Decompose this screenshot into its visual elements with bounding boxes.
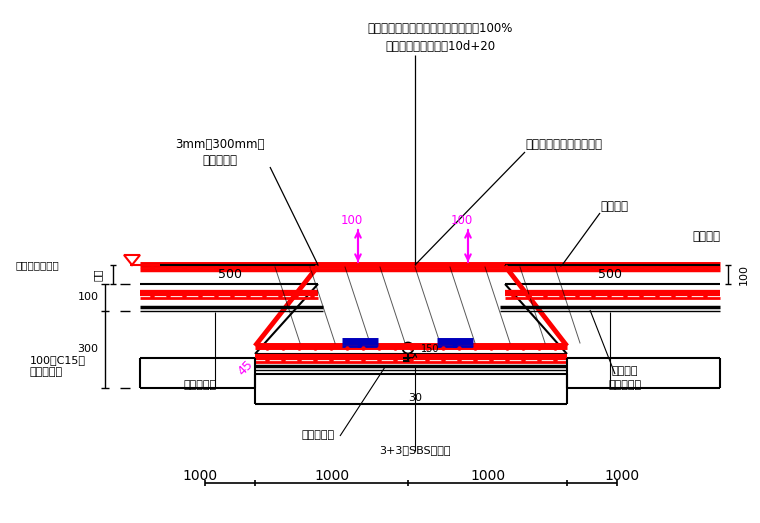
Text: 500: 500 [218, 268, 242, 281]
Text: 3+3层SBS防水层: 3+3层SBS防水层 [379, 445, 451, 455]
Text: 3mm厚300mm宽: 3mm厚300mm宽 [176, 138, 264, 151]
Text: 防水附加层: 防水附加层 [609, 380, 641, 390]
Text: 100: 100 [78, 292, 99, 302]
Text: 500: 500 [598, 268, 622, 281]
Text: 100厚C15素: 100厚C15素 [30, 355, 86, 365]
Text: 混凝土墅层: 混凝土墅层 [30, 367, 63, 377]
Text: 30: 30 [408, 393, 422, 403]
Text: 1000: 1000 [314, 469, 349, 483]
Text: 100: 100 [341, 214, 363, 228]
Text: 坡扫腐蠶: 坡扫腐蠶 [612, 366, 638, 376]
Text: 100: 100 [739, 264, 749, 285]
Text: 钉筋网片: 钉筋网片 [600, 200, 628, 213]
Text: 饰板止水片: 饰板止水片 [202, 154, 237, 167]
Text: 防水附加层: 防水附加层 [183, 380, 217, 390]
Text: 1000: 1000 [604, 469, 640, 483]
Text: 并加加强面焊接长度10d+20: 并加加强面焊接长度10d+20 [385, 40, 495, 53]
Text: 150: 150 [421, 344, 439, 354]
Text: 橡胶止水带: 橡胶止水带 [302, 430, 334, 440]
Text: 1000: 1000 [182, 469, 217, 483]
Text: 300: 300 [78, 345, 99, 355]
Text: 后浇带实践水膨胀混凝土: 后浇带实践水膨胀混凝土 [525, 138, 602, 151]
Text: 100: 100 [451, 214, 473, 228]
Text: 基础底板原标高: 基础底板原标高 [15, 260, 59, 270]
Text: 1000: 1000 [470, 469, 505, 483]
Text: 板厕: 板厕 [93, 268, 103, 281]
Text: 基础底板: 基础底板 [692, 230, 720, 243]
Text: 45: 45 [236, 358, 256, 378]
Text: 后浇带钉筋断开，全长搞接，搞接率100%: 后浇带钉筋断开，全长搞接，搞接率100% [367, 22, 513, 35]
